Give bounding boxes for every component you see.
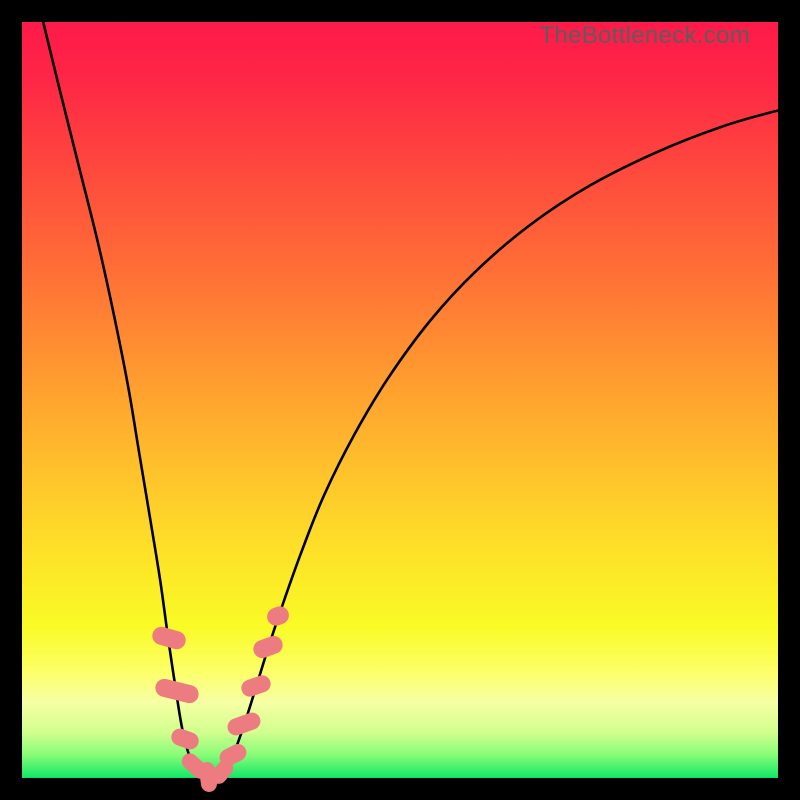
curve-right-ascent	[211, 110, 778, 778]
watermark-text: TheBottleneck.com	[539, 22, 750, 50]
curve-left-descent	[43, 22, 211, 778]
chart-frame: TheBottleneck.com	[0, 0, 800, 800]
curve-layer	[22, 22, 778, 778]
plot-area	[22, 22, 778, 778]
